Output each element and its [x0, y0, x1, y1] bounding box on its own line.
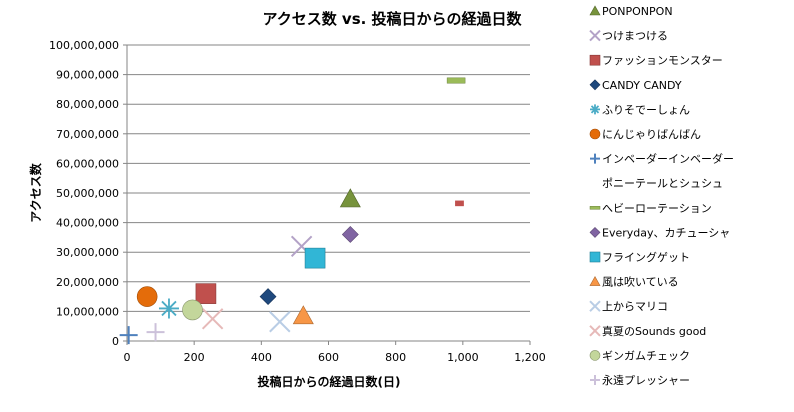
- legend-marker: [589, 226, 601, 238]
- data-point: [339, 188, 361, 208]
- data-point: [158, 298, 179, 319]
- x-tick-label: 800: [385, 351, 406, 364]
- data-point: [455, 200, 464, 207]
- legend-marker: [589, 5, 601, 16]
- legend-label: 永遠プレッシャー: [602, 373, 690, 387]
- legend-marker: [589, 54, 601, 66]
- legend-label: 上からマリコ: [602, 300, 668, 313]
- legend-label: CANDY CANDY: [602, 79, 682, 92]
- y-tick-label: 70,000,000: [56, 128, 119, 141]
- legend-label: 真夏のSounds good: [602, 324, 706, 338]
- data-point: [292, 305, 314, 325]
- legend-marker: [589, 251, 601, 263]
- legend-marker: [589, 350, 601, 361]
- x-axis-title: 投稿日からの経過日数(日): [258, 374, 401, 389]
- legend-label: 風は吹いている: [602, 276, 679, 289]
- legend-marker: [589, 275, 601, 286]
- legend-label: ギンガムチェック: [602, 349, 690, 362]
- legend-label: にんじゃりばんばん: [602, 128, 701, 141]
- y-tick-label: 0: [112, 335, 119, 348]
- legend-label: Everyday、カチューシャ: [602, 226, 730, 239]
- y-tick-label: 90,000,000: [56, 69, 119, 82]
- chart-title: アクセス数 vs. 投稿日からの経過日数: [262, 10, 522, 28]
- legend-marker: [589, 300, 601, 312]
- y-tick-label: 50,000,000: [56, 187, 119, 200]
- legend-marker: [589, 29, 601, 42]
- legend-label: へビーローテーション: [602, 202, 712, 215]
- legend-marker: [590, 153, 600, 164]
- y-tick-label: 80,000,000: [56, 98, 119, 111]
- y-tick-labels: 0 10,000,000 20,000,000 30,000,000 40,000,00…: [49, 39, 119, 348]
- legend-marker: [589, 325, 601, 337]
- data-point: [304, 247, 326, 269]
- data-point: [446, 77, 466, 84]
- legend-marker: [589, 79, 601, 91]
- legend-marker: [590, 375, 600, 385]
- legend-label: フライングゲット: [602, 250, 690, 264]
- grid-lines: [123, 44, 531, 345]
- data-point: [182, 299, 203, 321]
- data-point: [146, 323, 165, 342]
- legend-label: つけまつける: [602, 30, 668, 43]
- legend-label: ふりそでーしょん: [602, 103, 690, 116]
- y-tick-label: 100,000,000: [49, 39, 119, 52]
- y-tick-label: 60,000,000: [56, 157, 119, 170]
- data-point: [119, 326, 138, 345]
- legend-marker: [590, 104, 600, 115]
- x-tick-label: 0: [124, 351, 131, 364]
- legend-label: ファッションモンスター: [602, 54, 723, 67]
- data-points: [119, 77, 466, 345]
- data-point: [195, 283, 217, 304]
- y-axis-title: アクセス数: [28, 162, 43, 222]
- x-tick-label: 400: [251, 351, 272, 364]
- data-point: [259, 288, 277, 306]
- x-tick-label: 600: [318, 351, 339, 364]
- y-tick-label: 10,000,000: [56, 305, 119, 318]
- data-point: [269, 311, 291, 333]
- legend-marker: [589, 206, 601, 210]
- x-tick-label: 1,000: [447, 351, 479, 364]
- y-tick-label: 30,000,000: [56, 246, 119, 259]
- y-tick-label: 40,000,000: [56, 217, 119, 230]
- legend-label: インベーダーインベーダー: [602, 152, 734, 166]
- x-tick-label: 200: [184, 351, 205, 364]
- data-point: [136, 286, 158, 307]
- y-tick-label: 20,000,000: [56, 276, 119, 289]
- legend-label: ポニーテールとシュシュ: [602, 177, 723, 190]
- legend-marker: [589, 128, 601, 140]
- data-point: [341, 226, 359, 243]
- x-tick-labels: 0 200 400 600 800 1,000 1,200: [124, 351, 546, 364]
- x-tick-label: 1,200: [514, 351, 546, 364]
- legend-label: PONPONPON: [602, 5, 673, 18]
- data-point: [201, 308, 224, 330]
